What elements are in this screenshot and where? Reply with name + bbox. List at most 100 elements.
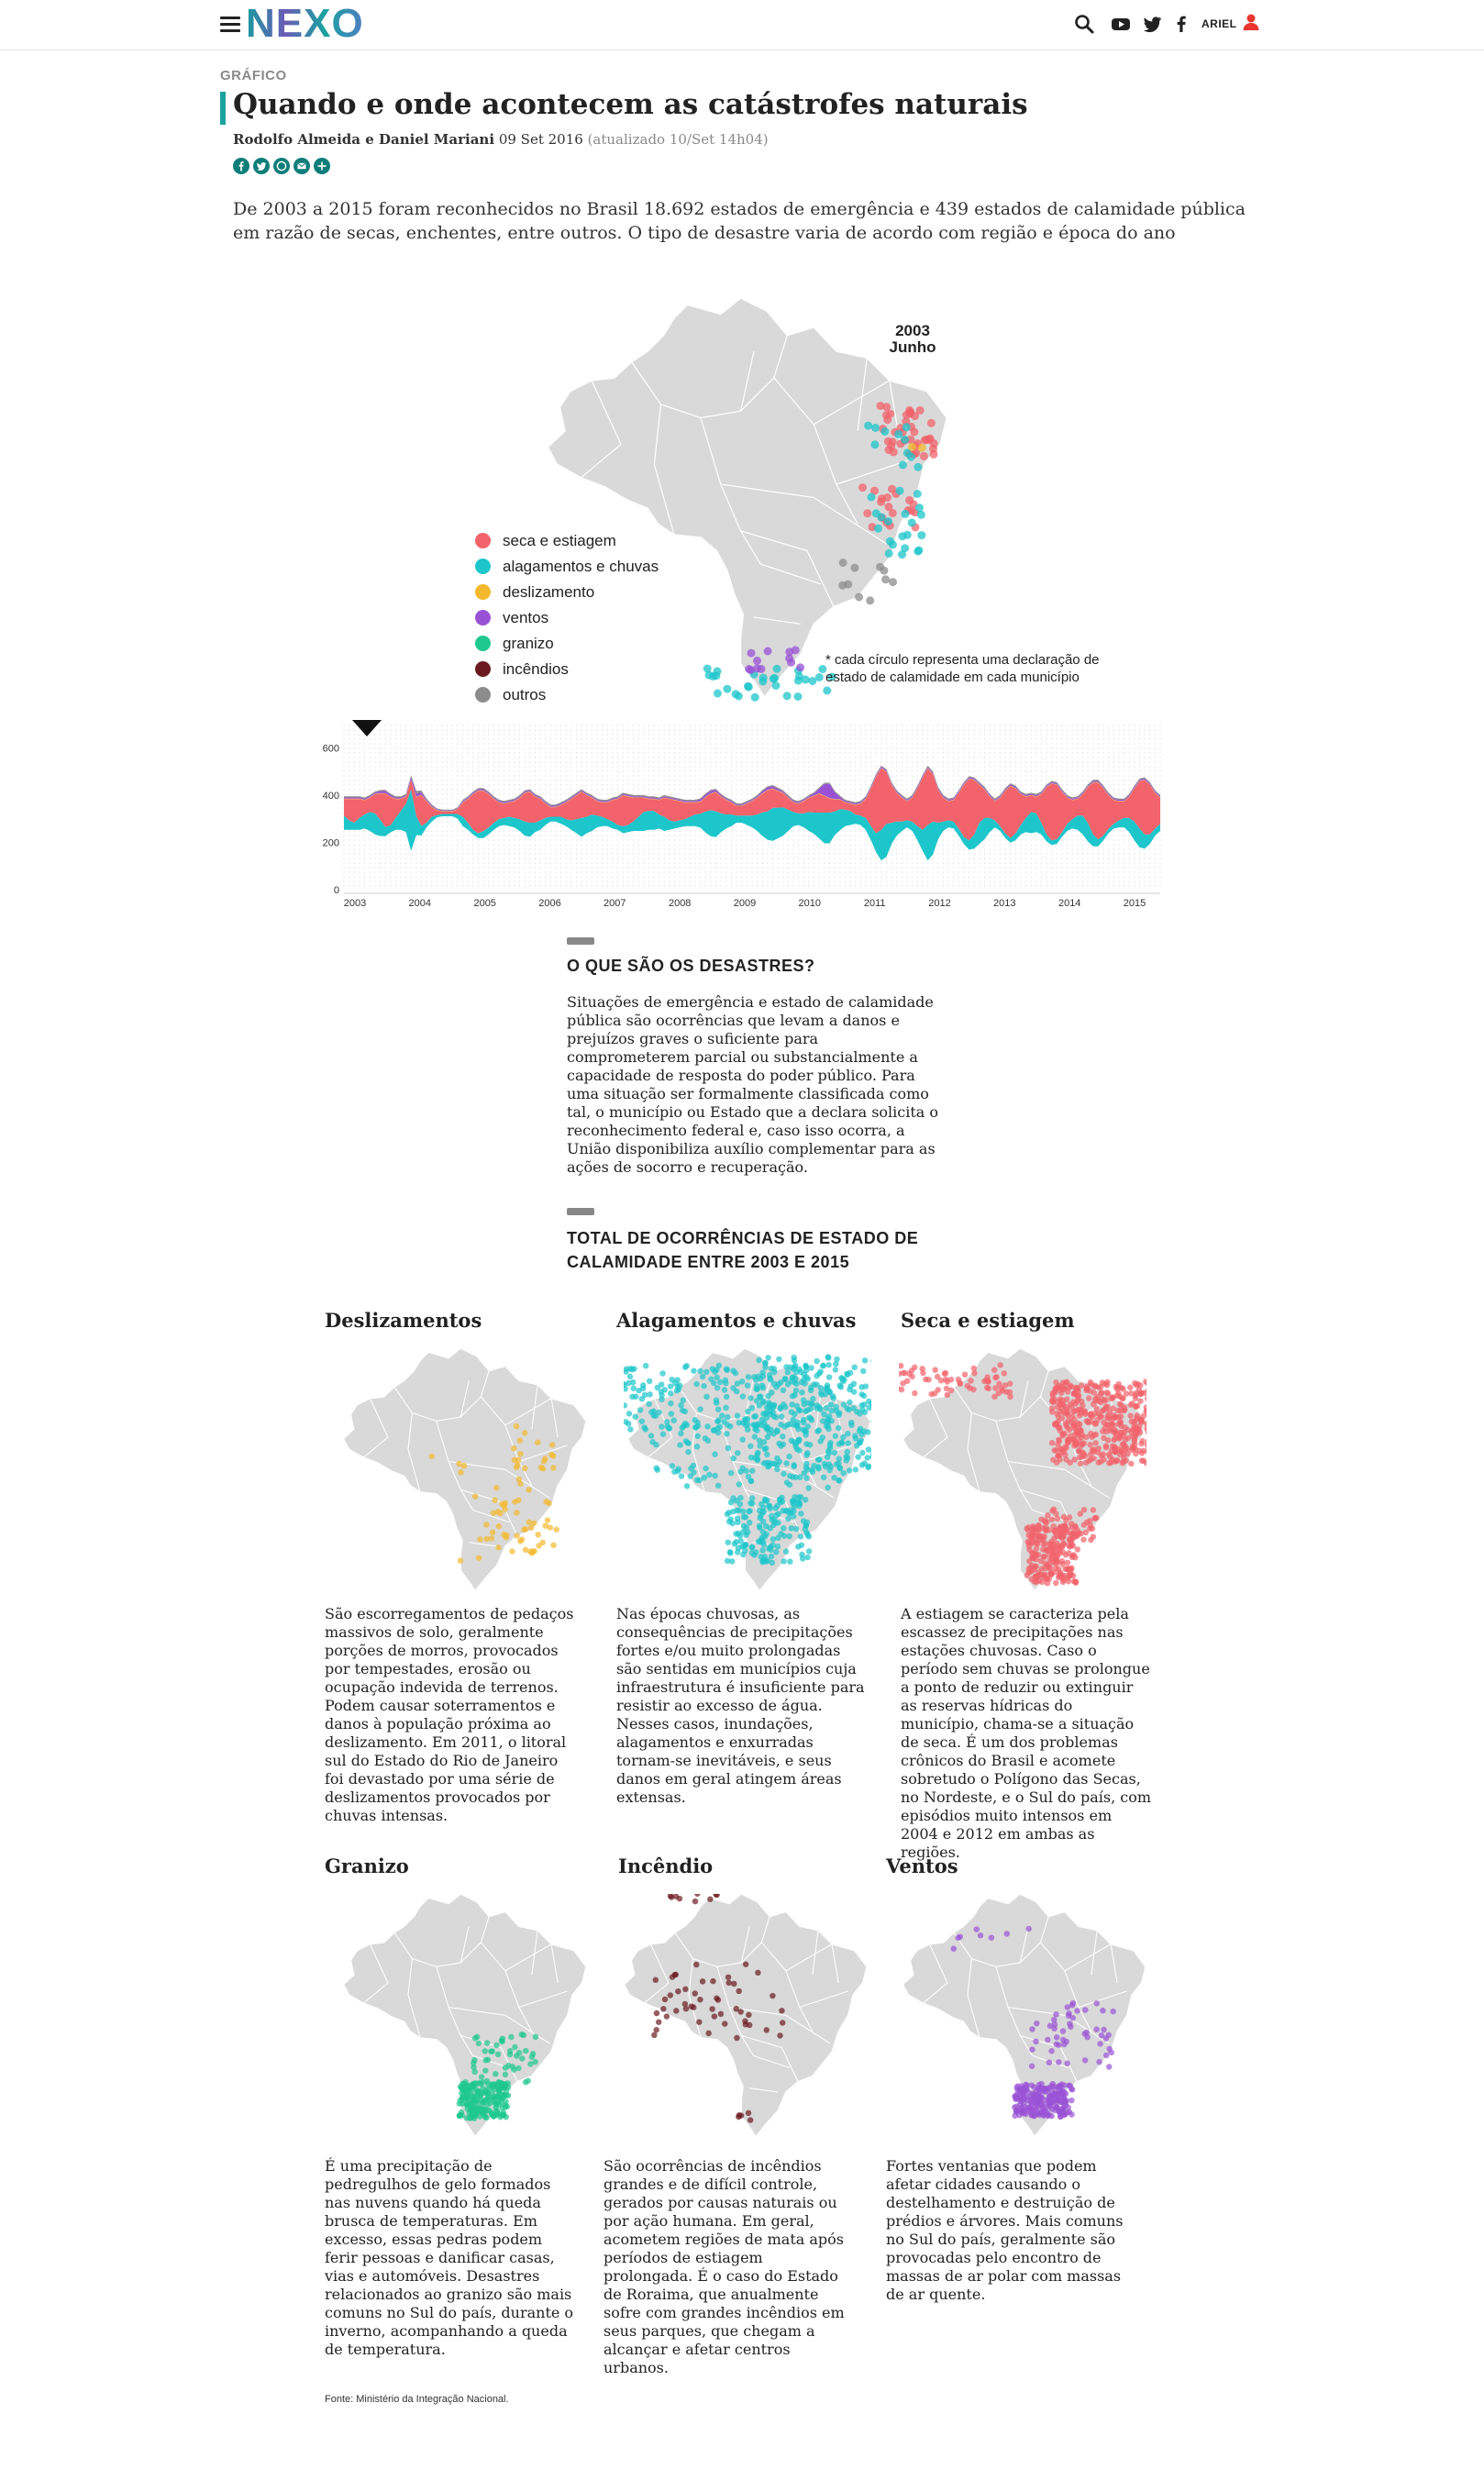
facebook-icon[interactable] <box>1170 13 1192 35</box>
event-dot <box>1021 2109 1028 2116</box>
whatsapp-share-icon[interactable] <box>273 158 290 174</box>
event-dot <box>719 1412 725 1419</box>
event-dot <box>517 1451 524 1457</box>
event-dot <box>742 1961 749 1968</box>
event-dot <box>814 1428 821 1434</box>
event-dot <box>1060 1541 1068 1548</box>
event-dot <box>788 1409 795 1415</box>
event-dot <box>512 2043 518 2051</box>
event-dot <box>764 1404 770 1411</box>
event-dot <box>714 1482 722 1489</box>
map-note: * cada círculo representa uma declaração… <box>825 652 1100 685</box>
event-dot <box>1061 1522 1068 1529</box>
event-dot <box>1070 1552 1077 1558</box>
event-dot <box>690 1462 697 1469</box>
stream-layer-alagamentos-e-chuvas[interactable] <box>344 789 1160 861</box>
timeline-marker-icon[interactable] <box>352 720 382 736</box>
event-dot <box>810 1395 816 1402</box>
event-dot <box>675 1987 681 1995</box>
event-dot <box>733 1388 740 1395</box>
event-dot <box>816 1456 823 1463</box>
event-dot <box>839 1378 847 1385</box>
event-dot <box>1064 1378 1070 1386</box>
search-icon[interactable] <box>1073 13 1095 35</box>
stream-layer-seca-e-estiagem[interactable] <box>344 768 1160 841</box>
event-dot <box>850 1380 858 1388</box>
twitter-icon[interactable] <box>1141 13 1163 35</box>
event-dot <box>1058 2108 1066 2114</box>
event-dot <box>1058 1557 1066 1565</box>
event-dot <box>786 1533 792 1540</box>
updated-date: (atualizado 10/Set 14h04) <box>587 131 769 148</box>
event-dot <box>880 426 890 436</box>
event-dot <box>734 1380 741 1387</box>
event-dot <box>714 1418 721 1424</box>
event-dot <box>793 1402 801 1410</box>
event-dot <box>835 1424 842 1432</box>
event-dot <box>1116 1435 1123 1442</box>
event-dot <box>851 1364 858 1371</box>
event-dot <box>763 647 772 656</box>
event-dot <box>745 1408 751 1415</box>
event-dot <box>535 1439 541 1446</box>
event-dot <box>1018 2098 1024 2105</box>
event-dot <box>1134 1414 1140 1422</box>
event-dot <box>504 2103 511 2109</box>
event-dot <box>508 2033 515 2041</box>
event-dot <box>1001 1370 1007 1377</box>
event-dot <box>1058 2113 1064 2120</box>
event-dot <box>490 1510 497 1516</box>
event-dot <box>850 1389 858 1395</box>
event-dot <box>626 1379 632 1387</box>
event-dot <box>847 1369 854 1377</box>
event-dot <box>1044 2110 1050 2118</box>
event-dot <box>1092 1440 1099 1446</box>
event-dot <box>678 1401 684 1409</box>
event-dot <box>792 1379 798 1386</box>
event-dot <box>789 1401 795 1408</box>
facebook-share-icon[interactable] <box>233 158 249 174</box>
event-dot <box>778 1413 785 1420</box>
x-tick-label: 2009 <box>734 898 756 909</box>
event-dot <box>828 1417 835 1424</box>
event-dot <box>837 1384 845 1390</box>
event-dot <box>777 2032 783 2039</box>
user-name[interactable]: ARIEL <box>1202 17 1237 30</box>
event-dot <box>852 1433 858 1439</box>
event-dot <box>1137 1398 1144 1404</box>
event-dot <box>1116 1401 1124 1407</box>
event-dot <box>817 1385 825 1391</box>
event-dot <box>706 1471 713 1478</box>
event-dot <box>648 1409 655 1415</box>
event-dot <box>1090 1507 1097 1513</box>
state-border <box>1078 1990 1127 2008</box>
event-dot <box>539 1466 547 1472</box>
event-dot <box>464 2091 471 2098</box>
state-border <box>741 2034 799 2082</box>
small-map-text: A estiagem se caracteriza pela escassez … <box>901 1605 1152 1861</box>
event-dot <box>1069 1572 1077 1579</box>
event-dot <box>713 689 722 698</box>
twitter-share-icon[interactable] <box>253 158 270 174</box>
brazil-outline <box>623 1894 868 2138</box>
event-dot <box>1053 2104 1060 2110</box>
event-dot <box>477 1536 483 1543</box>
event-dot <box>428 1453 435 1460</box>
event-dot <box>1143 1378 1146 1385</box>
site-logo[interactable]: NEXO <box>246 4 364 44</box>
youtube-icon[interactable] <box>1110 13 1132 35</box>
event-dot <box>493 2099 500 2106</box>
event-dot <box>748 1545 756 1551</box>
event-dot <box>950 1945 957 1952</box>
event-dot <box>1095 1384 1102 1390</box>
more-share-icon[interactable] <box>314 158 330 174</box>
event-dot <box>483 1535 490 1543</box>
email-share-icon[interactable] <box>293 158 310 174</box>
event-dot <box>992 1374 999 1381</box>
event-dot <box>1076 1406 1083 1413</box>
menu-icon[interactable] <box>220 17 240 33</box>
event-dot <box>901 544 910 553</box>
authors[interactable]: Rodolfo Almeida e Daniel Mariani <box>233 131 495 148</box>
user-icon[interactable] <box>1240 11 1262 33</box>
